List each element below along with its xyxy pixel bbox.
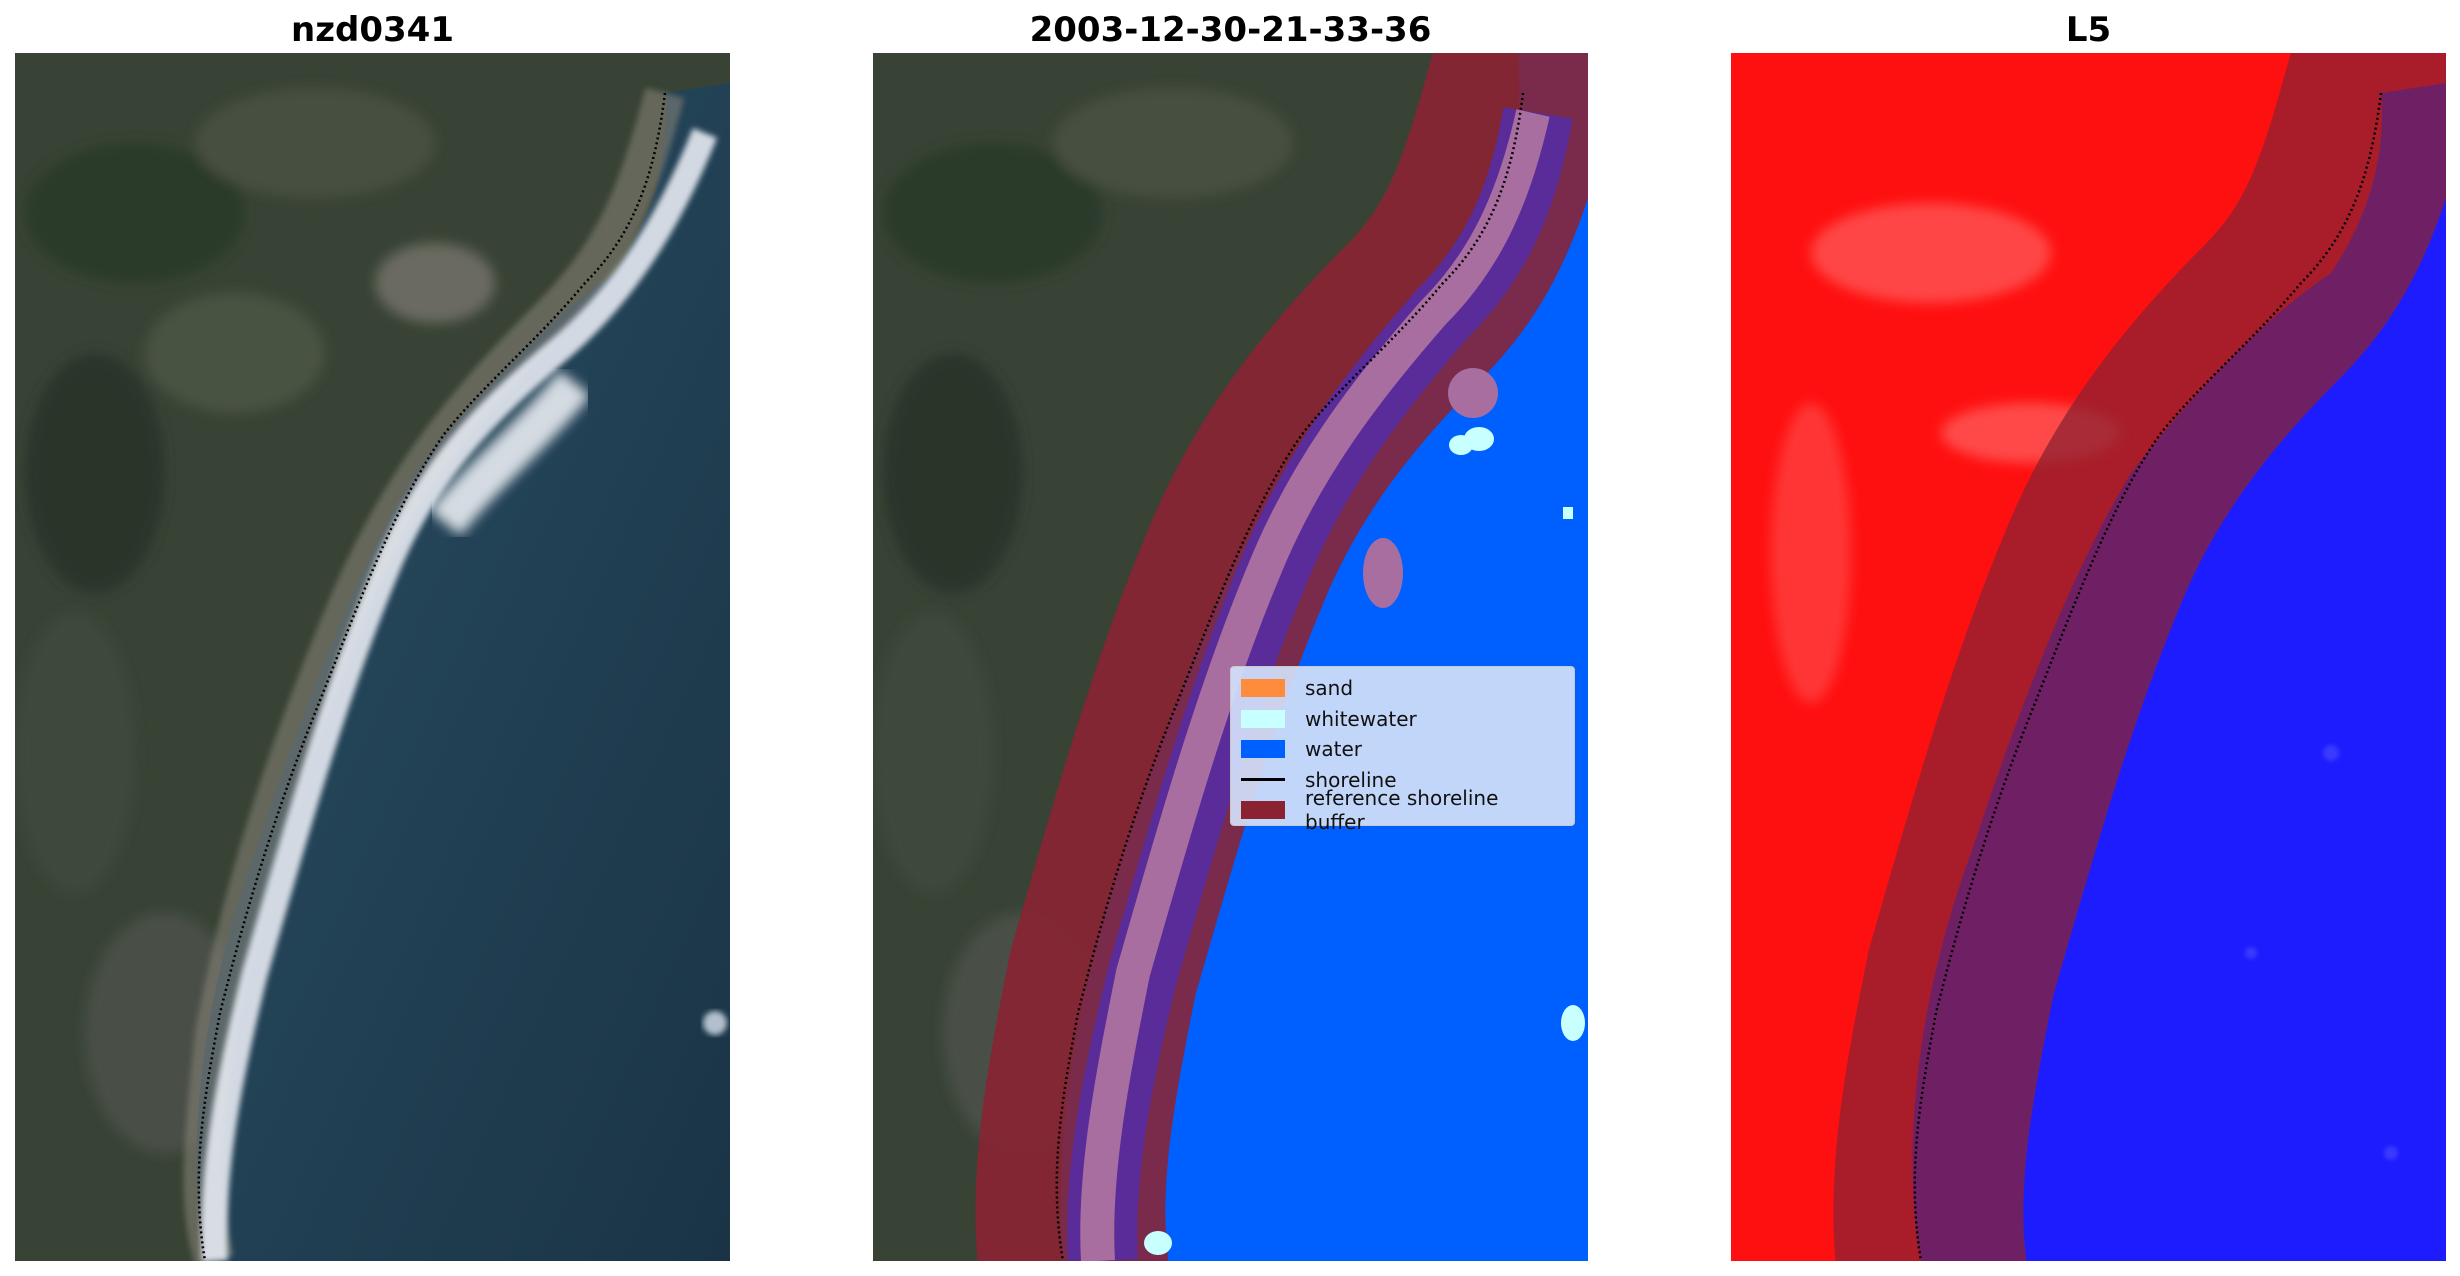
- sand-in-buffer: [1080, 109, 1550, 1261]
- water-index-texture: [2245, 745, 2398, 1160]
- legend-item-sand: sand: [1241, 673, 1564, 704]
- land-index-texture: [1771, 203, 2121, 703]
- surf-spot: [703, 1011, 727, 1035]
- panel-title-rgb: nzd0341: [291, 10, 454, 50]
- sand-patch: [1448, 368, 1498, 418]
- whitewater-patch: [1561, 1005, 1585, 1041]
- legend-item-buffer: reference shoreline buffer: [1241, 786, 1564, 834]
- legend: sand whitewater water shoreline referenc…: [1230, 666, 1575, 834]
- panel-title-index: L5: [2065, 10, 2112, 50]
- rgb-image-panel: [15, 53, 730, 1261]
- surf-patch: [429, 370, 591, 536]
- rgb-satellite-image: [15, 53, 730, 1261]
- whitewater-swatch: [1241, 709, 1285, 728]
- whitewater-patch: [1563, 507, 1573, 519]
- whitewater-patch: [1449, 435, 1473, 455]
- legend-label: whitewater: [1305, 706, 1417, 731]
- index-image: [1731, 53, 2446, 1261]
- surf-zone: [201, 128, 718, 1261]
- legend-item-water: water: [1241, 734, 1564, 765]
- sand-swatch: [1241, 679, 1285, 698]
- water-swatch: [1241, 740, 1285, 759]
- shoreline: [1913, 92, 2383, 1261]
- classification-image: [873, 53, 1588, 1261]
- index-panel: [1731, 53, 2446, 1261]
- legend-label: reference shoreline buffer: [1305, 786, 1499, 835]
- legend-label: sand: [1305, 676, 1354, 701]
- shoreline-line-swatch: [1241, 778, 1285, 782]
- legend-label: water: [1305, 737, 1362, 762]
- legend-item-shoreline: shoreline: [1241, 765, 1564, 796]
- ocean-area: [196, 83, 730, 1261]
- whitewater-patch: [1144, 1231, 1172, 1255]
- sand-patch: [1363, 538, 1403, 608]
- legend-label: shoreline: [1305, 767, 1397, 792]
- legend-item-whitewater: whitewater: [1241, 704, 1564, 735]
- shoreline: [197, 92, 667, 1261]
- shoreline: [1055, 92, 1525, 1261]
- buffer-swatch: [1241, 801, 1285, 820]
- reference-shoreline-buffer: [1833, 53, 2446, 1261]
- panel-title-classification: 2003-12-30-21-33-36: [1029, 10, 1432, 50]
- beach-strip: [183, 87, 685, 1261]
- classification-panel: [873, 53, 1588, 1261]
